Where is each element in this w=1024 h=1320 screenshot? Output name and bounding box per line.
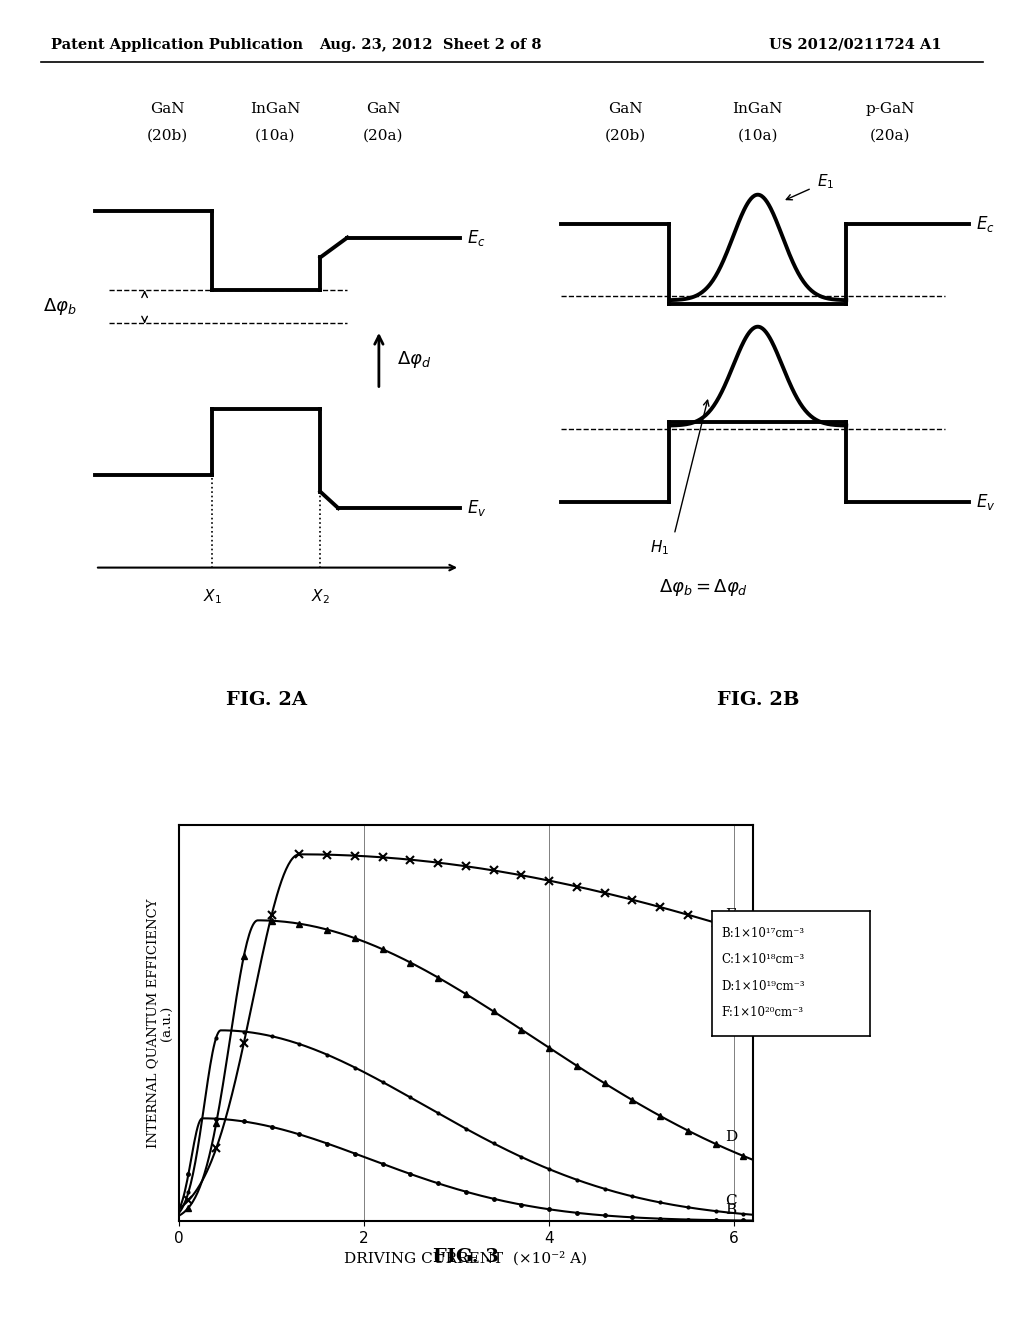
Text: GaN: GaN (608, 103, 642, 116)
Y-axis label: INTERNAL QUANTUM EFFICIENCY
(a.u.): INTERNAL QUANTUM EFFICIENCY (a.u.) (145, 898, 174, 1148)
Text: $E_c$: $E_c$ (977, 214, 995, 235)
Text: (10a): (10a) (255, 129, 296, 143)
Text: $\Delta\varphi_b = \Delta\varphi_d$: $\Delta\varphi_b = \Delta\varphi_d$ (659, 577, 749, 598)
Text: F: F (725, 908, 735, 921)
X-axis label: DRIVING CURRENT  (×10⁻² A): DRIVING CURRENT (×10⁻² A) (344, 1251, 588, 1266)
Text: FIG. 2B: FIG. 2B (717, 690, 799, 709)
Text: Aug. 23, 2012  Sheet 2 of 8: Aug. 23, 2012 Sheet 2 of 8 (318, 38, 542, 51)
Text: B:1×10¹⁷cm⁻³: B:1×10¹⁷cm⁻³ (721, 927, 804, 940)
Text: (10a): (10a) (737, 129, 778, 143)
Text: $E_c$: $E_c$ (467, 227, 485, 248)
Text: $H_1$: $H_1$ (650, 539, 669, 557)
Text: Patent Application Publication: Patent Application Publication (51, 38, 303, 51)
Text: C: C (725, 1195, 736, 1209)
Text: FIG. 2A: FIG. 2A (225, 690, 307, 709)
Text: $\Delta\varphi_d$: $\Delta\varphi_d$ (397, 350, 431, 370)
Text: InGaN: InGaN (732, 103, 783, 116)
Text: (20a): (20a) (870, 129, 910, 143)
Text: (20b): (20b) (604, 129, 646, 143)
Text: B: B (725, 1203, 736, 1217)
Text: D: D (725, 1130, 737, 1144)
Text: F:1×10²⁰cm⁻³: F:1×10²⁰cm⁻³ (721, 1006, 804, 1019)
Text: (20b): (20b) (146, 129, 187, 143)
Text: $X_1$: $X_1$ (203, 587, 221, 606)
Text: GaN: GaN (150, 103, 184, 116)
Text: $\Delta\varphi_b$: $\Delta\varphi_b$ (43, 297, 77, 317)
Text: FIG. 3: FIG. 3 (433, 1247, 499, 1266)
Text: p-GaN: p-GaN (865, 103, 915, 116)
Text: US 2012/0211724 A1: US 2012/0211724 A1 (769, 38, 942, 51)
Text: D:1×10¹⁹cm⁻³: D:1×10¹⁹cm⁻³ (721, 979, 805, 993)
Text: C:1×10¹⁸cm⁻³: C:1×10¹⁸cm⁻³ (721, 953, 805, 966)
Text: $E_1$: $E_1$ (817, 172, 835, 191)
Text: $E_v$: $E_v$ (977, 491, 996, 512)
Text: $E_v$: $E_v$ (467, 498, 486, 519)
Text: (20a): (20a) (364, 129, 403, 143)
Text: InGaN: InGaN (250, 103, 300, 116)
Text: GaN: GaN (367, 103, 400, 116)
Text: $X_2$: $X_2$ (311, 587, 330, 606)
